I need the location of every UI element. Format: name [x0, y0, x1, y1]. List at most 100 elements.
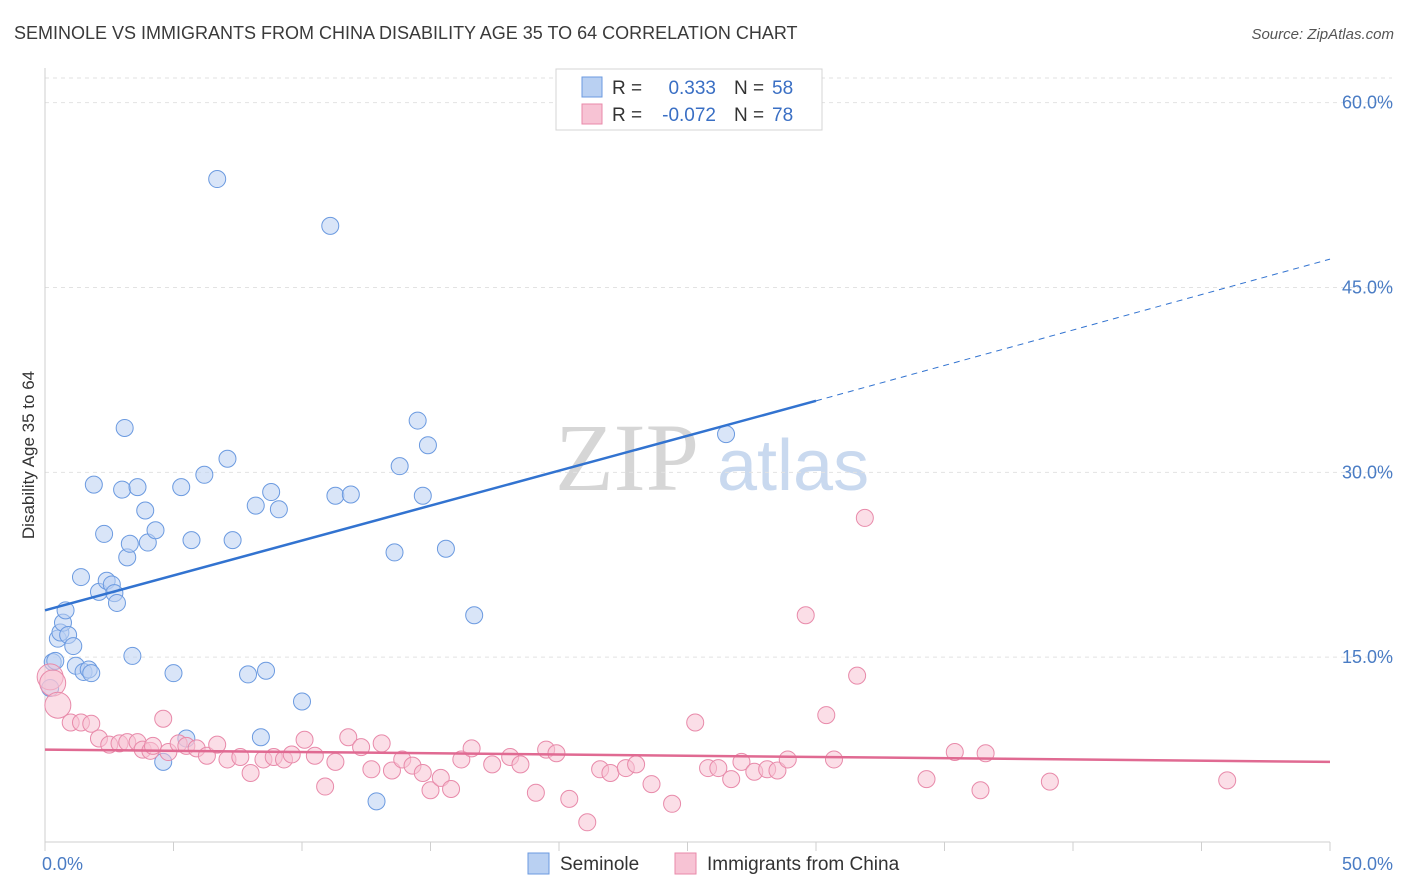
seminole-point-10 [71, 568, 90, 587]
china-point-34 [362, 760, 381, 779]
seminole-point-35 [195, 465, 214, 484]
seminole-point-22 [115, 418, 134, 437]
watermark-atlas: atlas [717, 426, 869, 506]
seminole-point-20 [107, 593, 126, 612]
china-point-35 [372, 734, 391, 753]
china-point-58 [663, 794, 682, 813]
seminole-point-40 [246, 496, 265, 515]
seminole-point-47 [326, 486, 345, 505]
legend-swatch-china [581, 103, 603, 125]
seminole-point-38 [223, 531, 242, 550]
seminole-point-32 [172, 478, 191, 497]
china-point-42 [442, 780, 461, 799]
seminole-point-8 [64, 637, 83, 656]
seminole-point-43 [262, 483, 281, 502]
legend-swatch-seminole [581, 76, 603, 98]
china-point-43 [452, 750, 471, 769]
legend-r-value-seminole: 0.333 [668, 78, 716, 99]
china-point-78 [1218, 771, 1237, 790]
seminole-point-56 [465, 606, 484, 625]
stats-legend: R = 0.333 N = 58 R = -0.072 N = 78 [555, 68, 823, 131]
series-legend: Seminole Immigrants from China [527, 852, 900, 875]
y-axis-label: Disability Age 35 to 64 [19, 371, 38, 539]
china-point-23 [241, 763, 260, 782]
china-point-62 [722, 770, 741, 789]
seminole-point-37 [218, 449, 237, 468]
china-point-73 [917, 770, 936, 789]
seminole-point-41 [251, 728, 270, 747]
bottom-legend-label-china: Immigrants from China [707, 854, 900, 875]
china-trend-line [44, 748, 1331, 764]
seminole-point-42 [257, 661, 276, 680]
china-point-71 [848, 666, 867, 685]
seminole-point-36 [208, 170, 227, 189]
china-point-63 [732, 752, 751, 771]
bottom-legend-label-seminole: Seminole [560, 854, 639, 875]
seminole-point-45 [293, 692, 311, 711]
seminole-point-50 [385, 543, 404, 562]
seminole-point-49 [367, 792, 386, 811]
china-point-32 [339, 728, 358, 747]
china-point-52 [578, 813, 597, 832]
y-tick-label-15: 15.0% [1342, 647, 1393, 667]
china-point-28 [295, 730, 314, 749]
china-point-77 [1040, 772, 1059, 791]
seminole-point-16 [95, 524, 114, 543]
china-point-56 [627, 755, 646, 774]
china-point-27 [282, 745, 301, 764]
seminole-point-51 [390, 457, 409, 476]
seminole-point-31 [164, 664, 183, 683]
china-point-54 [601, 763, 620, 782]
gridlines [45, 77, 1392, 658]
seminole-trend-line-extension [815, 258, 1331, 402]
china-point-61 [709, 759, 728, 778]
seminole-point-21 [113, 480, 132, 499]
seminole-point-48 [341, 485, 360, 504]
y-tick-label-30: 30.0% [1342, 462, 1393, 482]
china-point-31 [326, 752, 345, 771]
china-point-67 [778, 750, 797, 769]
china-point-47 [511, 755, 530, 774]
watermark-zip: ZIP [555, 404, 699, 511]
trend-lines [44, 258, 1331, 764]
china-point-20 [208, 735, 227, 754]
china-point-69 [817, 706, 836, 725]
china-point-1 [39, 669, 67, 697]
seminole-point-44 [269, 500, 288, 519]
china-point-51 [560, 789, 579, 808]
seminole-point-53 [413, 486, 432, 505]
legend-n-value-seminole: 58 [772, 78, 793, 99]
x-tick-label-max: 50.0% [1342, 854, 1393, 874]
china-point-48 [526, 783, 545, 802]
china-point-70 [824, 750, 843, 769]
chart-source: Source: ZipAtlas.com [1251, 26, 1394, 43]
seminole-point-39 [239, 665, 258, 684]
chart-title: SEMINOLE VS IMMIGRANTS FROM CHINA DISABI… [14, 23, 798, 43]
china-point-57 [642, 775, 661, 794]
bottom-legend-swatch-seminole [527, 852, 550, 875]
china-point-59 [686, 713, 705, 732]
y-tick-label-60: 60.0% [1342, 93, 1393, 113]
legend-n-label-seminole: N = [734, 78, 764, 99]
china-point-45 [483, 755, 502, 774]
china-point-2 [44, 691, 72, 719]
legend-r-label-seminole: R = [612, 78, 642, 99]
x-ticks [44, 842, 1331, 851]
china-point-5 [82, 714, 101, 733]
seminole-points [41, 170, 736, 811]
china-points [36, 508, 1237, 832]
china-point-41 [431, 768, 450, 787]
seminole-point-24 [120, 534, 139, 553]
china-point-14 [154, 709, 173, 728]
seminole-point-29 [146, 521, 165, 540]
y-tick-label-45: 45.0% [1342, 277, 1393, 297]
legend-n-value-china: 78 [772, 105, 793, 126]
seminole-point-25 [123, 646, 142, 665]
y-tick-labels: 15.0% 30.0% 45.0% 60.0% [1342, 93, 1393, 668]
seminole-trend-line [44, 399, 817, 612]
china-point-30 [316, 777, 335, 796]
china-point-66 [768, 761, 787, 780]
seminole-point-34 [182, 531, 201, 550]
china-point-75 [971, 781, 990, 800]
seminole-point-46 [321, 216, 340, 235]
